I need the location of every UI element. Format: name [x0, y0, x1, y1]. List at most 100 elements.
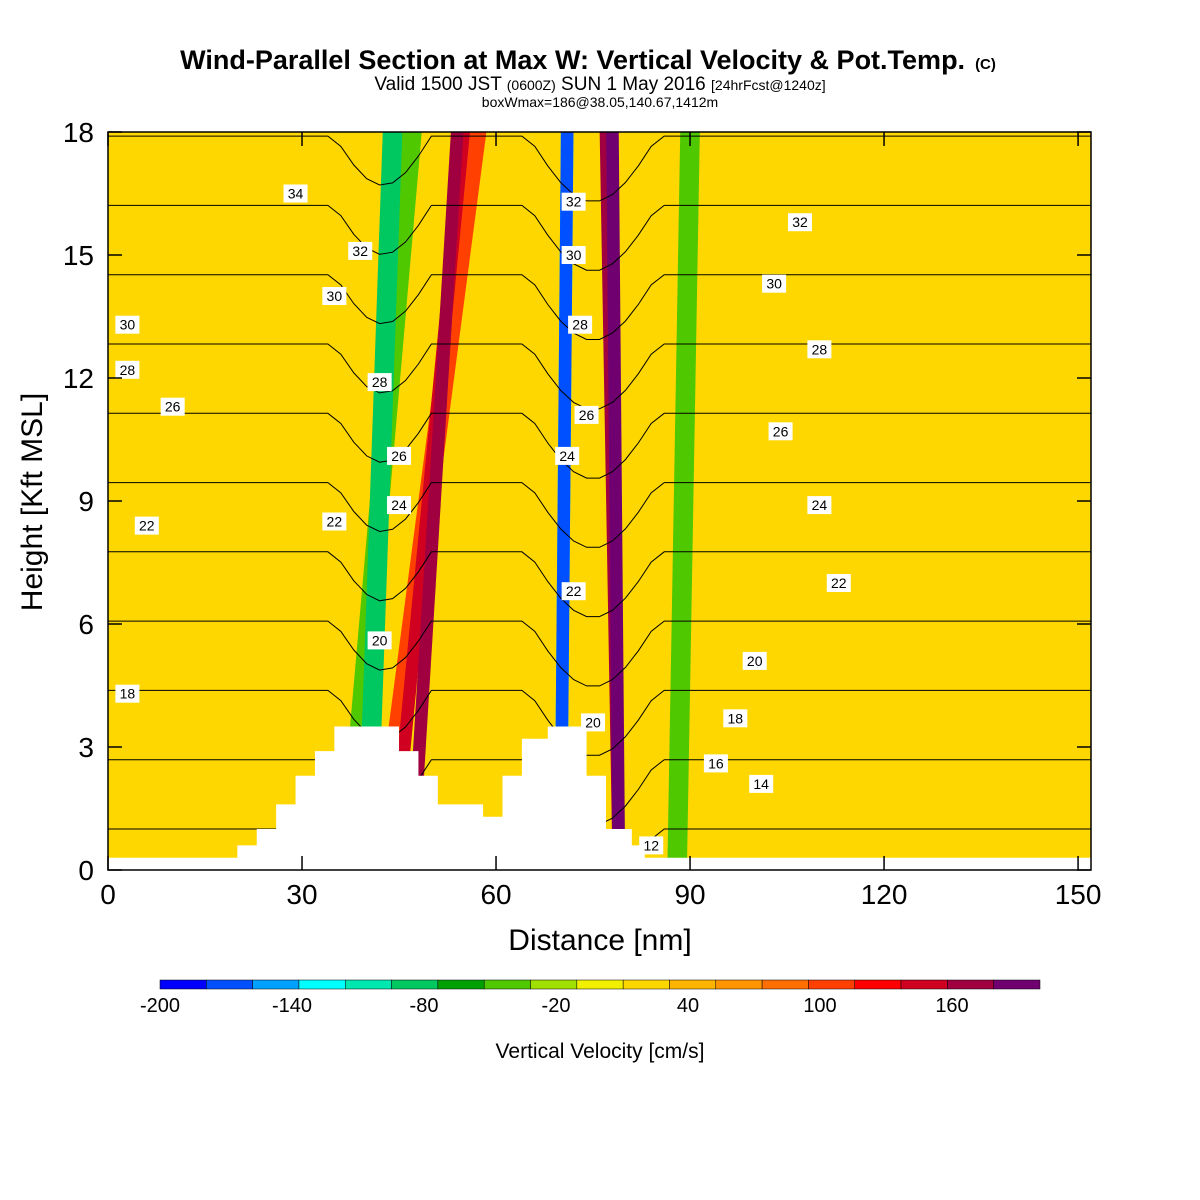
theta-label-bg [768, 422, 793, 441]
theta-label-text: 22 [139, 518, 155, 534]
theta-label-bg [703, 754, 728, 773]
colorbar-swatch [298, 979, 346, 990]
velocity-band [405, 132, 464, 870]
theta-label-text: 32 [792, 214, 808, 230]
y-tick-label: 12 [63, 363, 94, 394]
theta-label-text: 18 [728, 710, 744, 726]
colorbar-tick-label: -20 [542, 995, 571, 1017]
theta-label-bg [807, 496, 832, 515]
theta-label: 26 [387, 446, 412, 465]
colorbar-swatch [437, 979, 485, 990]
theta-label-bg [581, 713, 606, 732]
colorbar-swatch [252, 979, 300, 990]
theta-label: 26 [160, 397, 185, 416]
chart-title: Wind-Parallel Section at Max W: Vertical… [180, 45, 996, 75]
theta-label-text: 26 [773, 423, 789, 439]
theta-label-bg [826, 574, 851, 592]
theta-label-text: 28 [372, 374, 388, 390]
theta-label-text: 30 [327, 288, 343, 304]
theta-label-text: 28 [120, 362, 136, 378]
colorbar-ticks: -200 -140 -80 -20 40 100 160 [140, 995, 969, 1017]
y-axis-title: Height [Kft MSL] [16, 393, 49, 611]
theta-contour [108, 135, 1091, 202]
colorbar-swatch [808, 979, 855, 990]
colorbar-tick-label: -140 [272, 995, 312, 1017]
theta-label-bg [115, 684, 140, 703]
theta-label-text: 22 [327, 514, 343, 530]
theta-label-text: 34 [288, 186, 304, 202]
theta-label: 28 [367, 373, 392, 392]
theta-label-bg [561, 192, 586, 211]
theta-label-text: 24 [812, 497, 828, 513]
theta-label-text: 18 [120, 686, 136, 702]
theta-label-bg [115, 360, 140, 379]
theta-label-bg [723, 709, 748, 728]
theta-label: 30 [762, 274, 787, 293]
theta-label: 20 [581, 713, 606, 732]
theta-contour [108, 274, 1091, 340]
theta-label: 22 [826, 574, 851, 592]
colorbar-swatch [206, 979, 253, 990]
colorbar-tick-label: -200 [140, 995, 180, 1017]
theta-label: 12 [639, 836, 664, 855]
y-tick-label: 0 [78, 855, 94, 886]
colorbar-swatch [761, 979, 809, 990]
theta-label: 22 [322, 512, 347, 531]
theta-label-text: 24 [559, 448, 575, 464]
colorbar-swatch [947, 979, 994, 990]
velocity-band [667, 132, 700, 870]
theta-label-text: 26 [165, 399, 181, 415]
colorbar-swatch [391, 979, 439, 990]
theta-label-bg [387, 446, 412, 465]
theta-label-text: 16 [708, 755, 724, 771]
y-tick-label: 9 [78, 486, 94, 517]
theta-label: 18 [723, 709, 748, 728]
chart-subtitle: Valid 1500 JST (0600Z) SUN 1 May 2016 [2… [374, 74, 825, 95]
theta-label-bg [762, 274, 787, 293]
y-tick-label: 18 [63, 117, 94, 148]
colorbar-swatch [715, 979, 763, 990]
theta-label-bg [787, 213, 812, 232]
theta-label: 26 [768, 422, 793, 441]
theta-label: 20 [367, 631, 392, 650]
velocity-band [606, 132, 626, 870]
colorbar [159, 979, 1041, 990]
theta-label-bg [555, 446, 580, 465]
theta-label-text: 20 [585, 714, 601, 730]
colorbar-swatch [530, 979, 578, 990]
theta-label-bg [348, 241, 373, 260]
theta-label: 14 [749, 774, 774, 793]
colorbar-swatch [993, 979, 1041, 990]
theta-label-bg [322, 287, 347, 305]
title-mark: (C) [975, 56, 996, 73]
colorbar-swatch [669, 979, 717, 990]
colorbar-tick-label: 160 [935, 995, 968, 1017]
theta-label-text: 28 [812, 341, 828, 357]
theta-label-bg [749, 774, 774, 793]
theta-label-text: 24 [391, 497, 407, 513]
theta-label-bg [561, 246, 586, 264]
theta-label-bg [574, 405, 599, 424]
theta-label: 34 [283, 184, 308, 203]
theta-label-bg [283, 184, 308, 203]
theta-label: 16 [703, 754, 728, 773]
theta-label: 30 [115, 315, 140, 334]
theta-label: 24 [807, 496, 832, 515]
theta-label-text: 22 [831, 575, 847, 591]
colorbar-swatch [159, 979, 207, 990]
theta-label-text: 20 [747, 653, 763, 669]
theta-label: 24 [555, 446, 580, 465]
theta-label-text: 30 [120, 317, 136, 333]
theta-label-bg [367, 631, 392, 650]
colorbar-swatch [345, 979, 392, 990]
theta-contour [108, 412, 1091, 479]
theta-contour [108, 482, 1091, 548]
theta-label: 30 [561, 246, 586, 264]
theta-contour [108, 551, 1091, 618]
theta-label-text: 28 [572, 317, 588, 333]
theta-contour [108, 204, 1091, 271]
x-tick-label: 60 [480, 879, 511, 910]
theta-label-bg [742, 651, 767, 670]
y-tick-label: 6 [78, 609, 94, 640]
